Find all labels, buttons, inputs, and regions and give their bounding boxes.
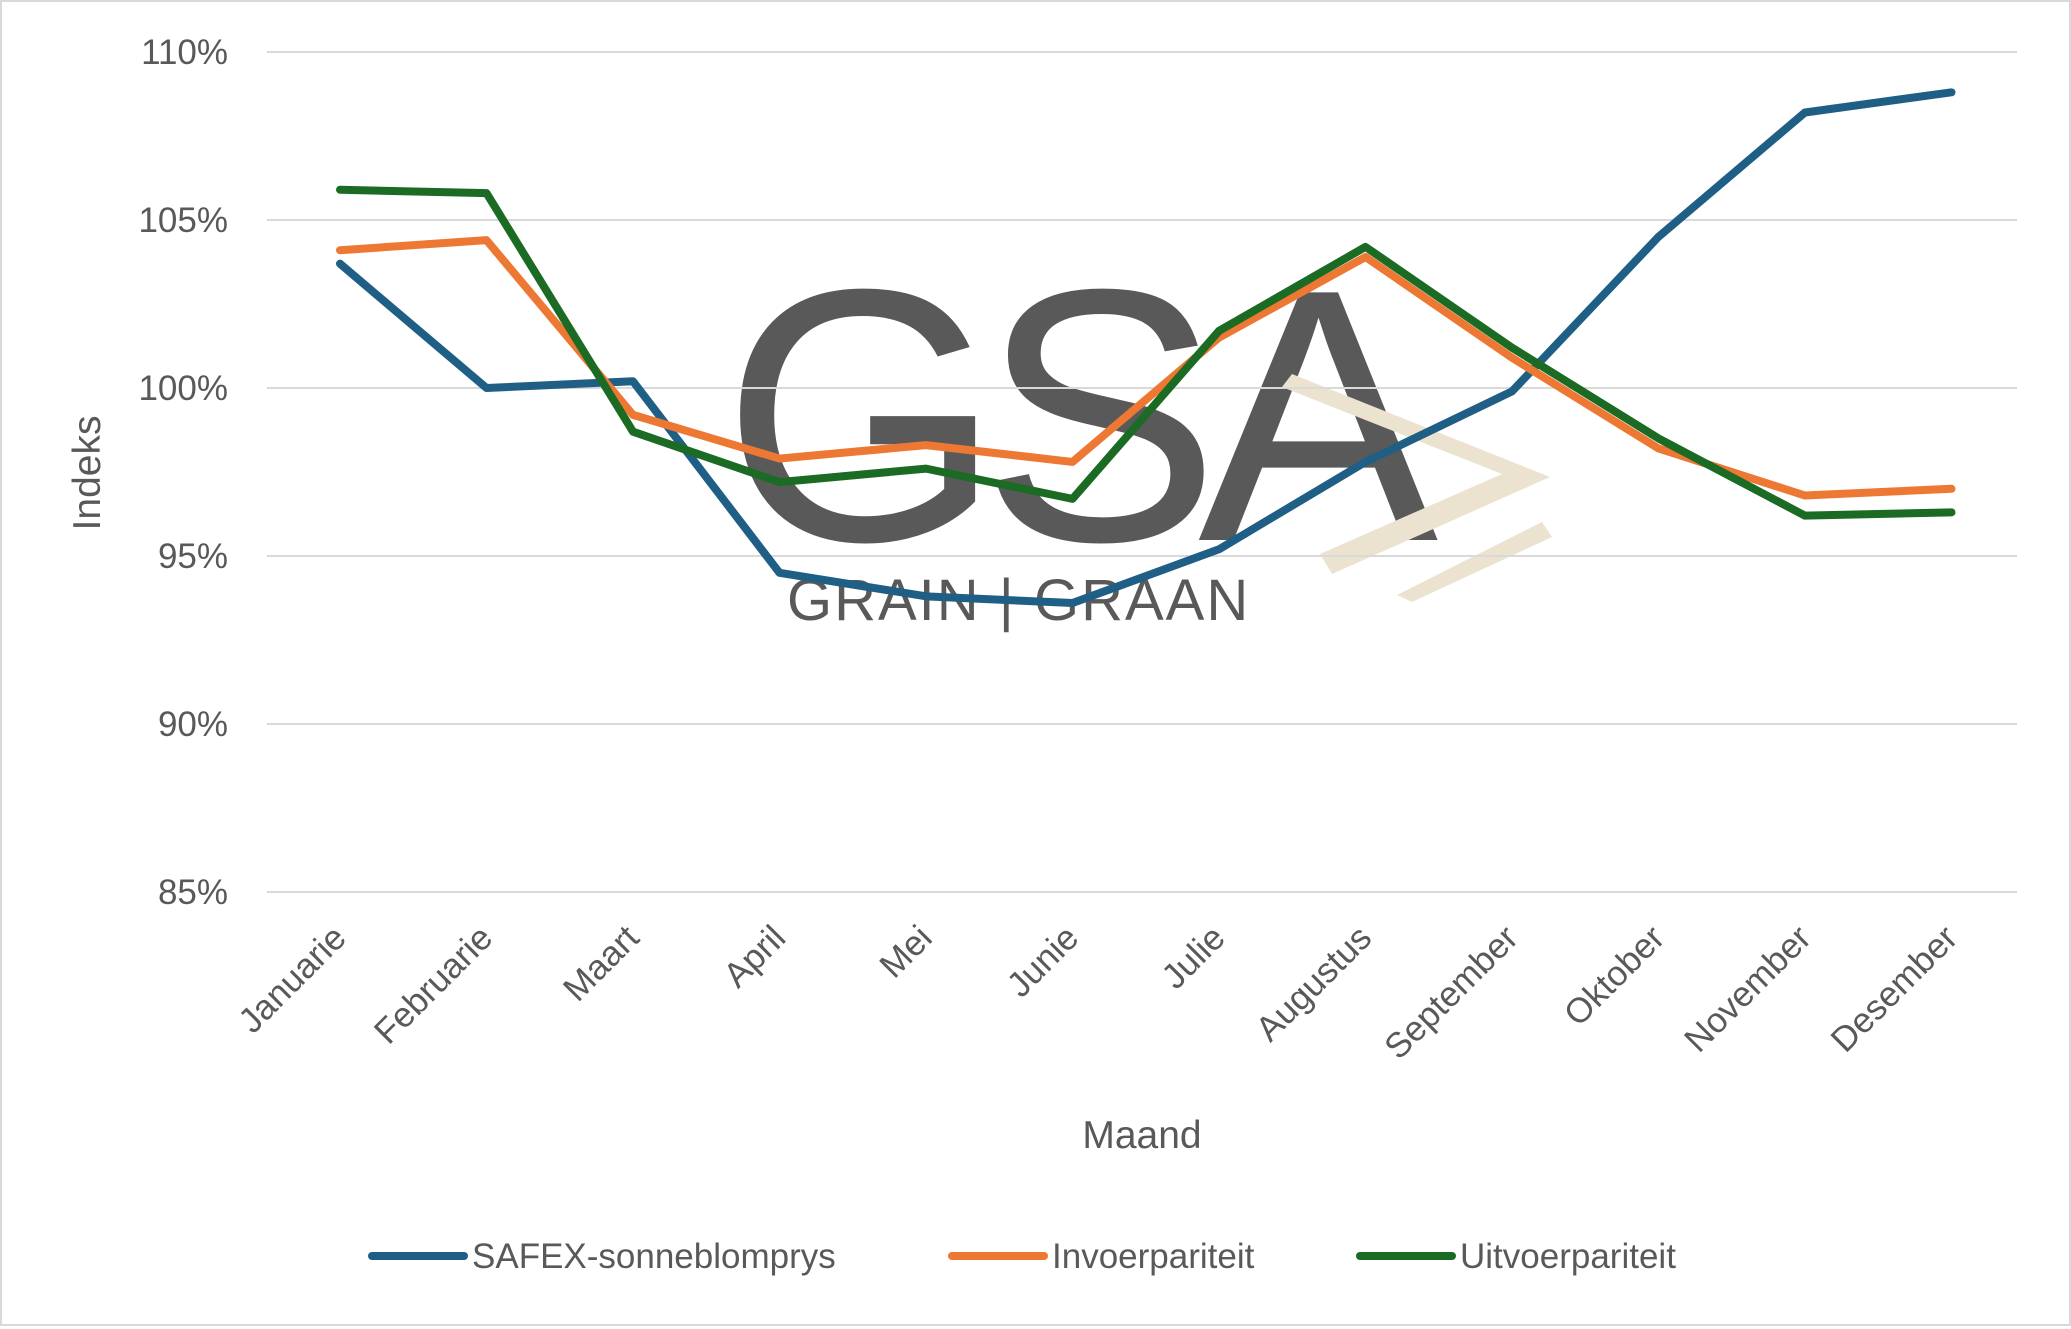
series-lines: [336, 88, 1956, 608]
legend-label: Uitvoerpariteit: [1460, 1237, 1676, 1276]
watermark-chevron-icon: [1282, 374, 1552, 602]
series-line: [336, 185, 1956, 520]
x-tick-label: Desember: [1823, 918, 1965, 1060]
x-tick-label: April: [716, 918, 793, 995]
legend-label: SAFEX-sonneblomprys: [472, 1237, 836, 1276]
x-tick-label: Februarie: [367, 918, 500, 1051]
y-tick-label: 110%: [141, 33, 228, 72]
gridlines: [267, 51, 2017, 893]
x-tick-label: Augustus: [1248, 918, 1379, 1049]
x-tick-label: September: [1377, 918, 1526, 1067]
x-tick-label: Mei: [872, 918, 939, 985]
x-tick-label: November: [1677, 918, 1819, 1060]
x-tick-label: Julie: [1154, 918, 1232, 996]
x-tick-label: Januarie: [231, 918, 354, 1041]
watermark-logo: GSA GRAIN | GRAAN: [722, 215, 1552, 633]
y-axis-title: Indeks: [66, 416, 109, 531]
y-tick-label: 100%: [138, 369, 228, 408]
y-tick-label: 105%: [138, 201, 228, 240]
legend-label: Invoerpariteit: [1052, 1237, 1255, 1276]
legend: SAFEX-sonneblomprys Invoerpariteit Uitvoer…: [368, 1237, 1676, 1276]
y-tick-label: 85%: [158, 873, 228, 912]
x-axis-ticks: Januarie Februarie Maart April Mei Junie Julie…: [231, 918, 1965, 1067]
y-axis-ticks: 85% 90% 95% 100% 105% 110%: [138, 33, 228, 912]
x-tick-label: Oktober: [1557, 918, 1673, 1034]
x-tick-label: Maart: [556, 918, 647, 1009]
x-tick-label: Junie: [999, 918, 1086, 1005]
y-tick-label: 95%: [158, 537, 228, 576]
y-tick-label: 90%: [158, 705, 228, 744]
x-axis-title: Maand: [1082, 1114, 1201, 1157]
